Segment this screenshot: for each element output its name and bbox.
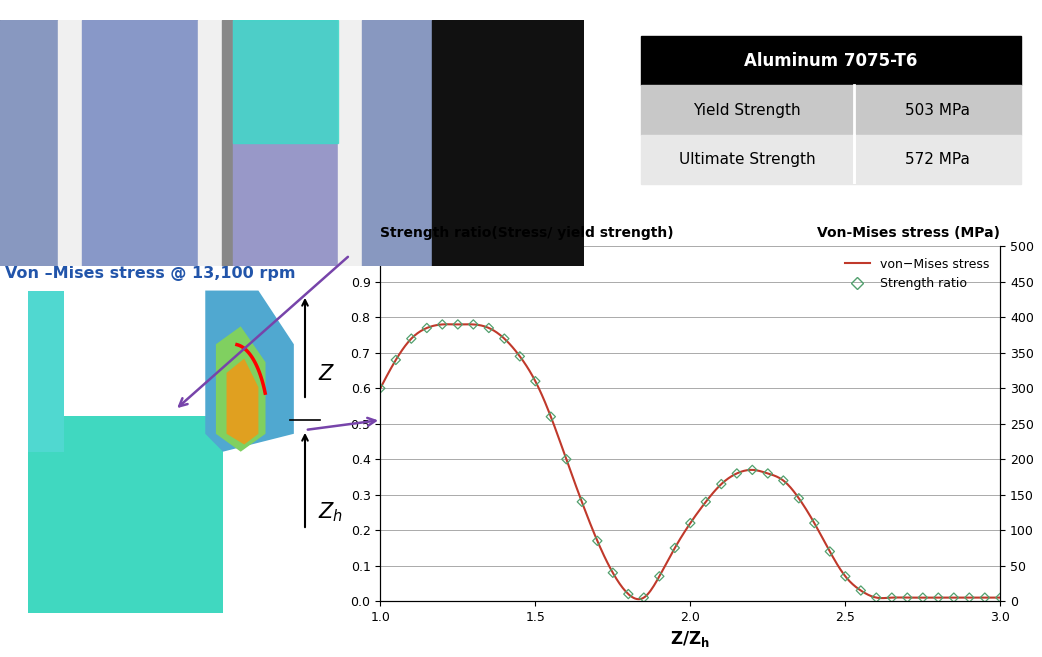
Point bbox=[419, 323, 436, 333]
Point bbox=[791, 493, 808, 503]
Point bbox=[713, 479, 729, 489]
Bar bbox=[222, 20, 233, 266]
Bar bbox=[339, 20, 362, 266]
Point bbox=[589, 535, 605, 546]
PathPatch shape bbox=[226, 359, 258, 445]
Point bbox=[961, 593, 977, 603]
FancyBboxPatch shape bbox=[28, 416, 223, 613]
Bar bbox=[362, 20, 431, 266]
Point bbox=[697, 497, 714, 507]
Text: Strength ratio(Stress/ yield strength): Strength ratio(Stress/ yield strength) bbox=[380, 226, 674, 240]
Text: 572 MPa: 572 MPa bbox=[905, 152, 970, 167]
Bar bbox=[198, 20, 222, 266]
Bar bbox=[641, 85, 1021, 135]
Point bbox=[433, 319, 450, 330]
Point bbox=[821, 546, 838, 556]
Point bbox=[805, 518, 822, 528]
Point bbox=[543, 411, 560, 422]
Point bbox=[559, 454, 575, 464]
Text: 503 MPa: 503 MPa bbox=[905, 102, 970, 118]
Point bbox=[681, 518, 698, 528]
PathPatch shape bbox=[216, 327, 266, 452]
Point bbox=[760, 468, 776, 479]
Point bbox=[775, 475, 792, 486]
Point bbox=[465, 319, 481, 330]
Point bbox=[620, 589, 637, 599]
Point bbox=[884, 593, 900, 603]
Point bbox=[976, 593, 993, 603]
Point bbox=[480, 323, 497, 333]
Point bbox=[496, 333, 513, 344]
Text: Von-Mises stress (MPa): Von-Mises stress (MPa) bbox=[817, 226, 1000, 240]
Point bbox=[388, 355, 404, 365]
Point bbox=[449, 319, 466, 330]
Point bbox=[651, 571, 668, 581]
Point bbox=[868, 593, 885, 603]
Bar bbox=[641, 36, 1021, 85]
X-axis label: $\mathbf{Z/Z_h}$: $\mathbf{Z/Z_h}$ bbox=[670, 629, 711, 649]
Text: Aluminum 7075-T6: Aluminum 7075-T6 bbox=[744, 52, 918, 70]
Point bbox=[573, 497, 590, 507]
Text: $Z$: $Z$ bbox=[318, 365, 334, 384]
Point bbox=[852, 585, 869, 596]
Bar bbox=[58, 20, 81, 266]
Legend: von−Mises stress, Strength ratio: von−Mises stress, Strength ratio bbox=[840, 253, 994, 295]
Text: $Z_h$: $Z_h$ bbox=[318, 501, 343, 524]
Text: Von –Mises stress @ 13,100 rpm: Von –Mises stress @ 13,100 rpm bbox=[5, 266, 296, 281]
Point bbox=[915, 593, 932, 603]
Point bbox=[667, 543, 684, 553]
Point bbox=[512, 351, 528, 361]
Bar bbox=[641, 135, 1021, 184]
Point bbox=[744, 464, 761, 475]
Point bbox=[929, 593, 946, 603]
Point bbox=[945, 593, 962, 603]
Point bbox=[636, 593, 652, 603]
Text: Ultimate Strength: Ultimate Strength bbox=[679, 152, 816, 167]
Point bbox=[403, 333, 420, 344]
Point bbox=[837, 571, 853, 581]
Text: Yield Strength: Yield Strength bbox=[694, 102, 801, 118]
Point bbox=[899, 593, 916, 603]
Bar bbox=[81, 20, 198, 266]
Point bbox=[604, 568, 621, 578]
Bar bbox=[233, 20, 339, 266]
PathPatch shape bbox=[205, 290, 294, 452]
Bar bbox=[0, 20, 58, 266]
Point bbox=[992, 593, 1009, 603]
Bar bbox=[28, 290, 64, 452]
Point bbox=[728, 468, 745, 479]
Point bbox=[527, 376, 544, 386]
Bar bbox=[233, 20, 339, 143]
Point bbox=[372, 383, 389, 394]
